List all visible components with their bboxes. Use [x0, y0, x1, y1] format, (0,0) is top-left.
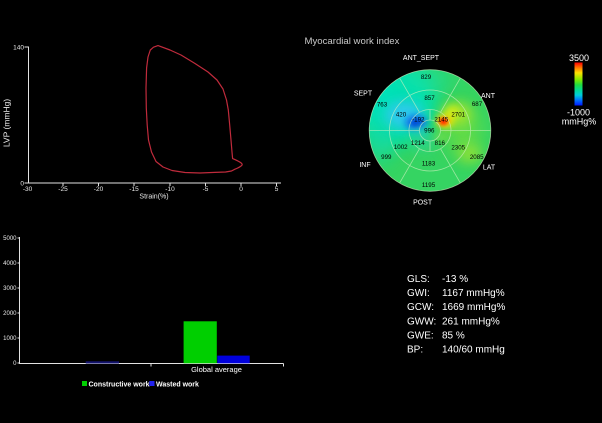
- svg-text:BP:: BP:: [407, 345, 423, 356]
- svg-text:GLS:: GLS:: [407, 274, 430, 285]
- svg-text:GWI:: GWI:: [407, 288, 430, 299]
- svg-text:-20: -20: [94, 186, 104, 193]
- svg-text:0: 0: [13, 361, 17, 367]
- svg-text:1195: 1195: [422, 182, 436, 189]
- svg-text:2305: 2305: [451, 144, 465, 151]
- svg-text:2701: 2701: [451, 112, 465, 119]
- svg-text:1669 mmHg%: 1669 mmHg%: [442, 302, 505, 313]
- svg-text:763: 763: [377, 102, 388, 109]
- svg-text:Wasted work: Wasted work: [156, 381, 199, 388]
- svg-text:1167 mmHg%: 1167 mmHg%: [442, 288, 505, 299]
- svg-text:0: 0: [239, 186, 243, 193]
- svg-text:ANT: ANT: [481, 93, 496, 100]
- svg-text:Constructive work: Constructive work: [89, 381, 150, 388]
- svg-text:5000: 5000: [3, 236, 17, 242]
- svg-text:3000: 3000: [3, 286, 17, 292]
- svg-text:1183: 1183: [422, 160, 436, 167]
- svg-text:0: 0: [20, 181, 24, 188]
- svg-text:POST: POST: [413, 200, 433, 207]
- svg-text:261 mmHg%: 261 mmHg%: [442, 316, 500, 327]
- svg-text:GWW:: GWW:: [407, 316, 436, 327]
- svg-text:1002: 1002: [394, 144, 408, 151]
- svg-text:mmHg%: mmHg%: [562, 117, 597, 127]
- svg-text:420: 420: [396, 111, 407, 118]
- svg-text:-5: -5: [203, 186, 209, 193]
- svg-text:140: 140: [13, 45, 24, 52]
- svg-text:-30: -30: [23, 186, 33, 193]
- svg-text:85 %: 85 %: [442, 330, 465, 341]
- svg-text:829: 829: [421, 74, 432, 81]
- svg-text:816: 816: [435, 140, 446, 147]
- svg-text:4000: 4000: [3, 261, 17, 267]
- svg-text:LAT: LAT: [483, 165, 496, 172]
- svg-text:857: 857: [424, 95, 435, 102]
- svg-text:999: 999: [381, 154, 392, 161]
- svg-text:INF: INF: [359, 162, 370, 169]
- svg-text:-25: -25: [58, 186, 68, 193]
- svg-text:5: 5: [275, 186, 279, 193]
- svg-text:Strain(%): Strain(%): [139, 194, 168, 201]
- svg-text:-1000: -1000: [567, 108, 590, 118]
- svg-text:-15: -15: [129, 186, 139, 193]
- svg-text:GWE:: GWE:: [407, 330, 434, 341]
- svg-text:-10: -10: [165, 186, 175, 193]
- svg-text:1000: 1000: [3, 336, 17, 342]
- svg-text:2145: 2145: [434, 116, 448, 123]
- svg-text:Myocardial work index: Myocardial work index: [305, 36, 400, 47]
- svg-text:996: 996: [424, 128, 435, 135]
- svg-text:2085: 2085: [470, 154, 484, 161]
- svg-text:SEPT: SEPT: [354, 91, 373, 98]
- svg-text:2000: 2000: [3, 311, 17, 317]
- svg-text:3500: 3500: [569, 53, 589, 63]
- svg-text:GCW:: GCW:: [407, 302, 434, 313]
- svg-text:1214: 1214: [411, 140, 425, 147]
- svg-text:140/60 mmHg: 140/60 mmHg: [442, 345, 505, 356]
- svg-text:Global average: Global average: [191, 365, 242, 374]
- svg-text:-13 %: -13 %: [442, 274, 468, 285]
- svg-text:687: 687: [472, 101, 483, 108]
- svg-text:LVP (mmHg): LVP (mmHg): [2, 99, 12, 148]
- svg-text:ANT_SEPT: ANT_SEPT: [403, 55, 440, 62]
- svg-text:-192: -192: [412, 116, 425, 123]
